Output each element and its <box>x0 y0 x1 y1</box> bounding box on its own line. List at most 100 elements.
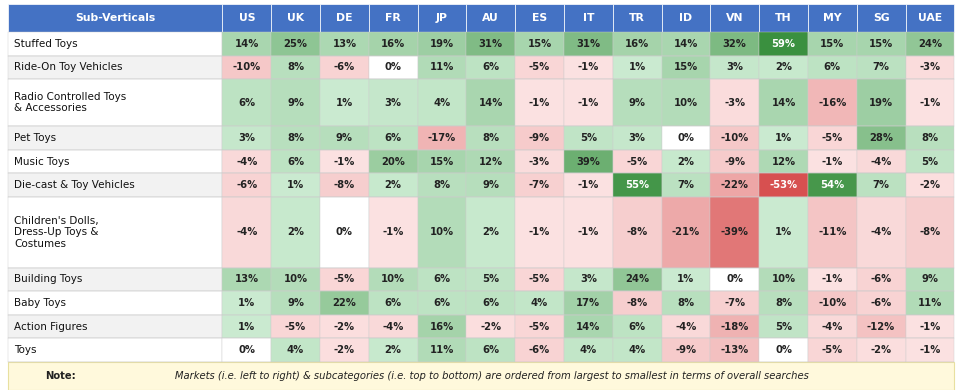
Text: 8%: 8% <box>775 298 791 308</box>
Bar <box>368 315 417 339</box>
Text: 1%: 1% <box>677 275 694 284</box>
Text: 0%: 0% <box>384 62 402 72</box>
Text: 1%: 1% <box>775 133 791 143</box>
Bar <box>612 291 661 315</box>
Bar <box>368 79 417 126</box>
Text: -21%: -21% <box>671 227 700 237</box>
Bar <box>515 291 563 315</box>
Text: UK: UK <box>286 13 304 23</box>
Bar <box>271 174 320 197</box>
Text: 28%: 28% <box>868 133 892 143</box>
Bar <box>612 4 661 32</box>
Bar <box>320 150 368 174</box>
Bar <box>222 174 271 197</box>
Bar <box>368 268 417 291</box>
Text: 17%: 17% <box>576 298 600 308</box>
Text: Action Figures: Action Figures <box>14 322 87 332</box>
Text: -11%: -11% <box>817 227 846 237</box>
Bar <box>417 315 466 339</box>
Text: 4%: 4% <box>432 98 450 108</box>
Bar <box>271 126 320 150</box>
Text: 2%: 2% <box>775 62 791 72</box>
Text: 10%: 10% <box>673 98 698 108</box>
Bar <box>612 126 661 150</box>
Text: 8%: 8% <box>921 133 938 143</box>
Bar <box>368 291 417 315</box>
Bar <box>417 55 466 79</box>
Text: -53%: -53% <box>769 180 797 190</box>
Bar <box>8 291 222 315</box>
Text: -2%: -2% <box>480 322 501 332</box>
Bar <box>661 150 709 174</box>
Text: 5%: 5% <box>481 275 499 284</box>
Text: -1%: -1% <box>821 275 842 284</box>
Bar <box>8 174 222 197</box>
Text: 15%: 15% <box>820 39 844 49</box>
Text: 10%: 10% <box>430 227 454 237</box>
Bar <box>320 55 368 79</box>
Text: 4%: 4% <box>530 298 548 308</box>
Text: -22%: -22% <box>720 180 748 190</box>
Text: 3%: 3% <box>384 98 402 108</box>
Text: 32%: 32% <box>722 39 746 49</box>
Bar <box>466 150 515 174</box>
Bar <box>807 126 856 150</box>
Bar <box>563 315 612 339</box>
Text: -10%: -10% <box>720 133 748 143</box>
Text: -18%: -18% <box>720 322 749 332</box>
Bar <box>466 79 515 126</box>
Bar <box>612 315 661 339</box>
Text: -5%: -5% <box>333 275 355 284</box>
Text: -5%: -5% <box>529 322 550 332</box>
Text: DE: DE <box>335 13 353 23</box>
Bar <box>661 291 709 315</box>
Text: -1%: -1% <box>382 227 404 237</box>
Text: 6%: 6% <box>481 345 499 355</box>
Bar <box>709 268 758 291</box>
Text: 9%: 9% <box>628 98 645 108</box>
Text: -1%: -1% <box>333 157 355 167</box>
Bar <box>563 126 612 150</box>
Bar <box>515 55 563 79</box>
Text: -1%: -1% <box>919 322 940 332</box>
Text: 16%: 16% <box>430 322 454 332</box>
Bar <box>563 174 612 197</box>
Bar <box>709 126 758 150</box>
Text: 5%: 5% <box>921 157 938 167</box>
Text: 1%: 1% <box>238 298 256 308</box>
Text: 22%: 22% <box>333 298 356 308</box>
Text: -7%: -7% <box>724 298 745 308</box>
Bar <box>856 197 904 268</box>
Text: 6%: 6% <box>384 298 402 308</box>
Text: 6%: 6% <box>481 62 499 72</box>
Bar <box>417 126 466 150</box>
Text: 1%: 1% <box>628 62 645 72</box>
Text: 0%: 0% <box>677 133 694 143</box>
Text: MY: MY <box>823 13 841 23</box>
Bar <box>271 291 320 315</box>
Bar <box>271 55 320 79</box>
Bar <box>904 126 953 150</box>
Bar <box>417 339 466 362</box>
Text: 54%: 54% <box>820 180 844 190</box>
Bar <box>612 197 661 268</box>
Bar <box>8 126 222 150</box>
Bar <box>563 197 612 268</box>
Text: 19%: 19% <box>430 39 454 49</box>
Bar <box>856 4 904 32</box>
Bar <box>466 291 515 315</box>
Text: 3%: 3% <box>726 62 743 72</box>
Bar <box>222 32 271 55</box>
Bar <box>466 4 515 32</box>
Text: 14%: 14% <box>576 322 600 332</box>
Bar <box>856 268 904 291</box>
Text: 9%: 9% <box>481 180 499 190</box>
Text: -12%: -12% <box>866 322 895 332</box>
Bar <box>8 339 222 362</box>
Text: 6%: 6% <box>384 133 402 143</box>
Text: -1%: -1% <box>577 98 599 108</box>
Bar <box>807 79 856 126</box>
Text: Children's Dolls,
Dress-Up Toys &
Costumes: Children's Dolls, Dress-Up Toys & Costum… <box>14 216 99 249</box>
Text: 2%: 2% <box>286 227 304 237</box>
Bar <box>758 150 807 174</box>
